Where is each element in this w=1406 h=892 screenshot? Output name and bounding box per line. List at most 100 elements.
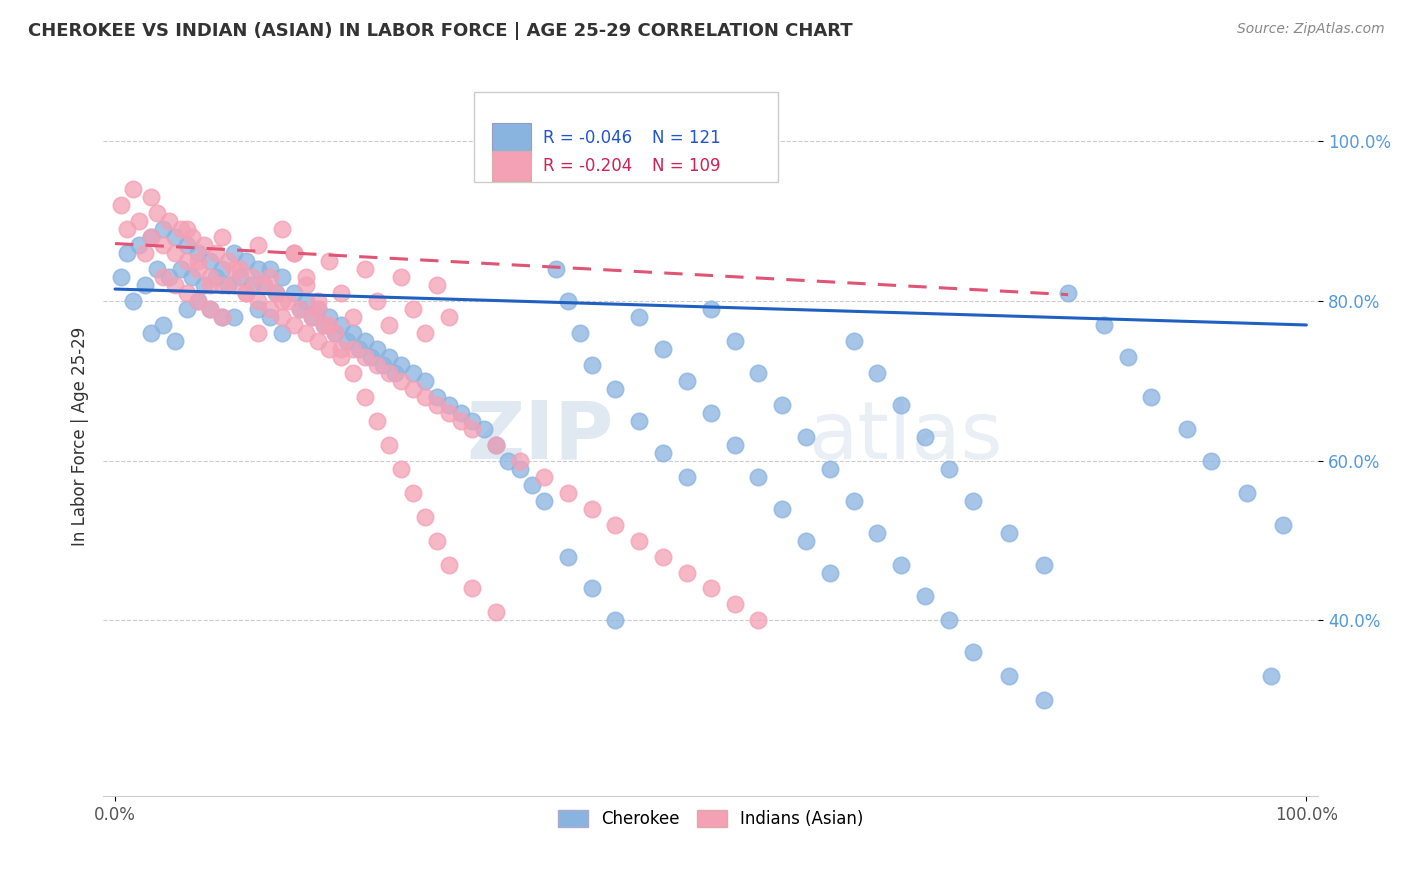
Point — [794, 533, 817, 548]
Point — [294, 278, 316, 293]
Point — [581, 501, 603, 516]
Point — [437, 406, 460, 420]
Point — [224, 278, 246, 293]
Point — [1199, 454, 1222, 468]
Point — [294, 293, 316, 308]
Point — [277, 293, 299, 308]
Point — [224, 246, 246, 260]
Point — [157, 270, 180, 285]
Point — [413, 390, 436, 404]
Point — [890, 398, 912, 412]
Point — [176, 222, 198, 236]
Point — [330, 342, 353, 356]
Point — [270, 222, 292, 236]
Point — [378, 366, 401, 380]
Point — [330, 318, 353, 332]
Point — [187, 293, 209, 308]
Point — [533, 493, 555, 508]
Point — [270, 270, 292, 285]
Point — [229, 270, 252, 285]
Point — [628, 414, 651, 428]
Point — [139, 190, 162, 204]
Point — [264, 286, 287, 301]
Point — [426, 398, 449, 412]
Point — [818, 461, 841, 475]
Point — [176, 254, 198, 268]
Point — [342, 310, 364, 324]
Point — [200, 301, 222, 316]
Point — [1092, 318, 1115, 332]
Point — [770, 501, 793, 516]
Point — [485, 606, 508, 620]
Point — [246, 293, 269, 308]
Point — [472, 422, 495, 436]
Point — [1175, 422, 1198, 436]
Point — [1116, 350, 1139, 364]
Point — [294, 326, 316, 340]
Point — [520, 477, 543, 491]
Point — [187, 246, 209, 260]
Point — [628, 310, 651, 324]
Point — [330, 286, 353, 301]
Point — [342, 366, 364, 380]
Point — [187, 262, 209, 277]
Point — [163, 278, 186, 293]
Point — [283, 246, 305, 260]
Point — [461, 422, 484, 436]
Point — [628, 533, 651, 548]
Point — [770, 398, 793, 412]
Point — [437, 310, 460, 324]
Point — [325, 326, 347, 340]
Legend: Cherokee, Indians (Asian): Cherokee, Indians (Asian) — [551, 803, 870, 835]
Text: R = -0.204: R = -0.204 — [543, 157, 633, 175]
Point — [437, 558, 460, 572]
Point — [205, 270, 228, 285]
Point — [962, 645, 984, 659]
Point — [229, 262, 252, 277]
Y-axis label: In Labor Force | Age 25-29: In Labor Force | Age 25-29 — [72, 327, 89, 547]
Point — [318, 318, 340, 332]
Point — [461, 582, 484, 596]
Point — [205, 246, 228, 260]
Point — [652, 549, 675, 564]
Point — [402, 382, 425, 396]
Point — [307, 293, 329, 308]
Point — [1033, 693, 1056, 707]
Point — [605, 382, 627, 396]
Point — [224, 310, 246, 324]
Point — [426, 533, 449, 548]
Point — [413, 374, 436, 388]
Point — [699, 301, 721, 316]
Point — [264, 286, 287, 301]
Point — [699, 582, 721, 596]
Point — [307, 334, 329, 348]
Point — [163, 246, 186, 260]
FancyBboxPatch shape — [492, 123, 531, 153]
Point — [235, 286, 257, 301]
Point — [211, 310, 233, 324]
Point — [842, 493, 865, 508]
Point — [246, 238, 269, 252]
Point — [163, 230, 186, 244]
Point — [378, 350, 401, 364]
Point — [288, 301, 311, 316]
Point — [240, 270, 263, 285]
FancyBboxPatch shape — [474, 92, 778, 182]
Point — [217, 254, 239, 268]
Point — [402, 485, 425, 500]
Point — [169, 222, 191, 236]
Point — [605, 614, 627, 628]
Point — [557, 293, 579, 308]
Point — [318, 254, 340, 268]
Point — [997, 669, 1019, 683]
Point — [378, 438, 401, 452]
Point — [115, 222, 138, 236]
Point — [533, 469, 555, 483]
Point — [509, 454, 531, 468]
Point — [246, 262, 269, 277]
Point — [1057, 286, 1080, 301]
Point — [389, 461, 412, 475]
Point — [246, 301, 269, 316]
Point — [211, 230, 233, 244]
Point — [152, 270, 174, 285]
